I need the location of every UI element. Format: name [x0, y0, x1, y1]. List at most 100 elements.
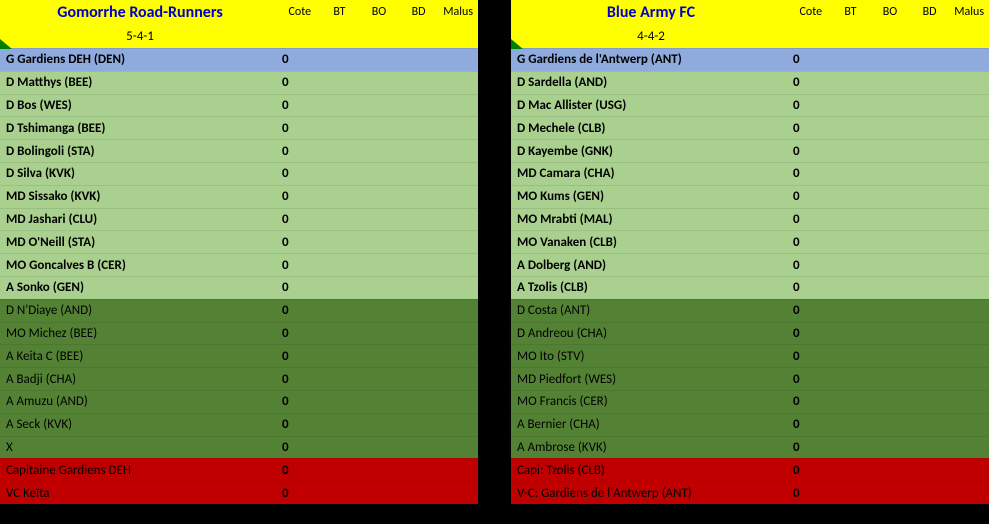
cote-value: 0 — [791, 349, 832, 364]
col-label: BT — [831, 5, 871, 19]
starter-row: A Tzolis (CLB) 0 — [511, 276, 989, 299]
cote-value: 0 — [791, 235, 832, 250]
player-name: A Seck (KVK) — [0, 417, 280, 432]
cote-value: 0 — [791, 189, 832, 204]
sub-row: MO Francis (CER) 0 — [511, 390, 989, 413]
cote-value: 0 — [280, 417, 321, 432]
player-name: D Matthys (BEE) — [0, 75, 280, 90]
player-name: A Dolberg (AND) — [511, 258, 791, 273]
player-name: D N'Diaye (AND) — [0, 303, 280, 318]
column-labels: CoteBTBOBDMalus — [280, 5, 478, 19]
player-name: MO Francis (CER) — [511, 394, 791, 409]
col-label: Cote — [791, 5, 831, 19]
starter-row: D Silva (KVK) 0 — [0, 162, 478, 185]
player-name: D Tshimanga (BEE) — [0, 121, 280, 136]
cote-value: 0 — [280, 486, 321, 501]
player-name: MD Sissako (KVK) — [0, 189, 280, 204]
starter-row: D Mechele (CLB) 0 — [511, 116, 989, 139]
cote-value: 0 — [280, 280, 321, 295]
cote-value: 0 — [280, 394, 321, 409]
cote-value: 0 — [791, 372, 832, 387]
player-name: MD Jashari (CLU) — [0, 212, 280, 227]
player-name: D Costa (ANT) — [511, 303, 791, 318]
cote-value: 0 — [791, 52, 832, 67]
cote-value: 0 — [791, 75, 832, 90]
team-panel-left: Gomorrhe Road-Runners CoteBTBOBDMalus 5-… — [0, 0, 478, 524]
cote-value: 0 — [280, 326, 321, 341]
starter-row: A Dolberg (AND) 0 — [511, 253, 989, 276]
triangle-icon — [0, 39, 12, 49]
starter-row: MD Jashari (CLU) 0 — [0, 208, 478, 231]
cote-value: 0 — [280, 52, 321, 67]
cote-value: 0 — [791, 121, 832, 136]
col-label: BD — [399, 5, 439, 19]
cote-value: 0 — [791, 303, 832, 318]
cote-value: 0 — [280, 75, 321, 90]
col-label: BO — [359, 5, 399, 19]
player-name: MD O'Neill (STA) — [0, 235, 280, 250]
team-name: Gomorrhe Road-Runners — [0, 3, 280, 22]
player-name: A Ambrose (KVK) — [511, 440, 791, 455]
cote-value: 0 — [280, 98, 321, 113]
cote-value: 0 — [280, 303, 321, 318]
player-name: D Bolingoli (STA) — [0, 144, 280, 159]
player-name: A Badji (CHA) — [0, 372, 280, 387]
cote-value: 0 — [791, 326, 832, 341]
footer-row: Capitaine Gardiens DEH 0 — [0, 458, 478, 481]
player-name: MO Goncalves B (CER) — [0, 258, 280, 273]
sub-row: MO Ito (STV) 0 — [511, 344, 989, 367]
cote-value: 0 — [791, 280, 832, 295]
player-name: D Silva (KVK) — [0, 166, 280, 181]
cote-value: 0 — [280, 235, 321, 250]
player-name: VC Keïta — [0, 486, 280, 501]
cote-value: 0 — [791, 166, 832, 181]
player-name: G Gardiens DEH (DEN) — [0, 52, 280, 67]
sub-row: MD Piedfort (WES) 0 — [511, 367, 989, 390]
sub-row: A Ambrose (KVK) 0 — [511, 436, 989, 459]
cote-value: 0 — [280, 189, 321, 204]
sub-row: MO Michez (BEE) 0 — [0, 322, 478, 345]
sub-row: A Badji (CHA) 0 — [0, 367, 478, 390]
sub-row: D Costa (ANT) 0 — [511, 299, 989, 322]
player-name: A Tzolis (CLB) — [511, 280, 791, 295]
player-name: A Sonko (GEN) — [0, 280, 280, 295]
col-label: BD — [910, 5, 950, 19]
team-formation: 4-4-2 — [511, 29, 791, 44]
panel-gap — [478, 0, 511, 524]
col-label: Cote — [280, 5, 320, 19]
player-name: MD Camara (CHA) — [511, 166, 791, 181]
starter-row: D Kayembe (GNK) 0 — [511, 139, 989, 162]
cote-value: 0 — [280, 144, 321, 159]
col-label: BO — [870, 5, 910, 19]
player-name: Capitaine Gardiens DEH — [0, 463, 280, 478]
cote-value: 0 — [791, 463, 832, 478]
footer-row: V-C: Gardiens de l'Antwerp (ANT) 0 — [511, 481, 989, 504]
player-name: MO Ito (STV) — [511, 349, 791, 364]
sub-row: D Andreou (CHA) 0 — [511, 322, 989, 345]
cote-value: 0 — [791, 144, 832, 159]
starter-row: MO Vanaken (CLB) 0 — [511, 230, 989, 253]
footer-row: VC Keïta 0 — [0, 481, 478, 504]
starter-row: MO Mrabti (MAL) 0 — [511, 208, 989, 231]
sub-row: A Bernier (CHA) 0 — [511, 413, 989, 436]
starter-row: MD O'Neill (STA) 0 — [0, 230, 478, 253]
col-label: Malus — [438, 5, 478, 19]
starter-row: A Sonko (GEN) 0 — [0, 276, 478, 299]
triangle-icon — [511, 39, 523, 49]
player-name: A Bernier (CHA) — [511, 417, 791, 432]
starter-row: D Sardella (AND) 0 — [511, 71, 989, 94]
player-name: Capi: Tzolis (CLB) — [511, 463, 791, 478]
player-name: G Gardiens de l'Antwerp (ANT) — [511, 52, 791, 67]
sub-row: X 0 — [0, 436, 478, 459]
cote-value: 0 — [791, 212, 832, 227]
player-name: D Mechele (CLB) — [511, 121, 791, 136]
sub-row: A Seck (KVK) 0 — [0, 413, 478, 436]
sub-row: D N'Diaye (AND) 0 — [0, 299, 478, 322]
team-header: Gomorrhe Road-Runners CoteBTBOBDMalus 5-… — [0, 0, 478, 48]
player-name: D Mac Allister (USG) — [511, 98, 791, 113]
player-name: MO Kums (GEN) — [511, 189, 791, 204]
sub-row: A Keita C (BEE) 0 — [0, 344, 478, 367]
starter-row: D Bolingoli (STA) 0 — [0, 139, 478, 162]
player-name: MD Piedfort (WES) — [511, 372, 791, 387]
cote-value: 0 — [280, 212, 321, 227]
